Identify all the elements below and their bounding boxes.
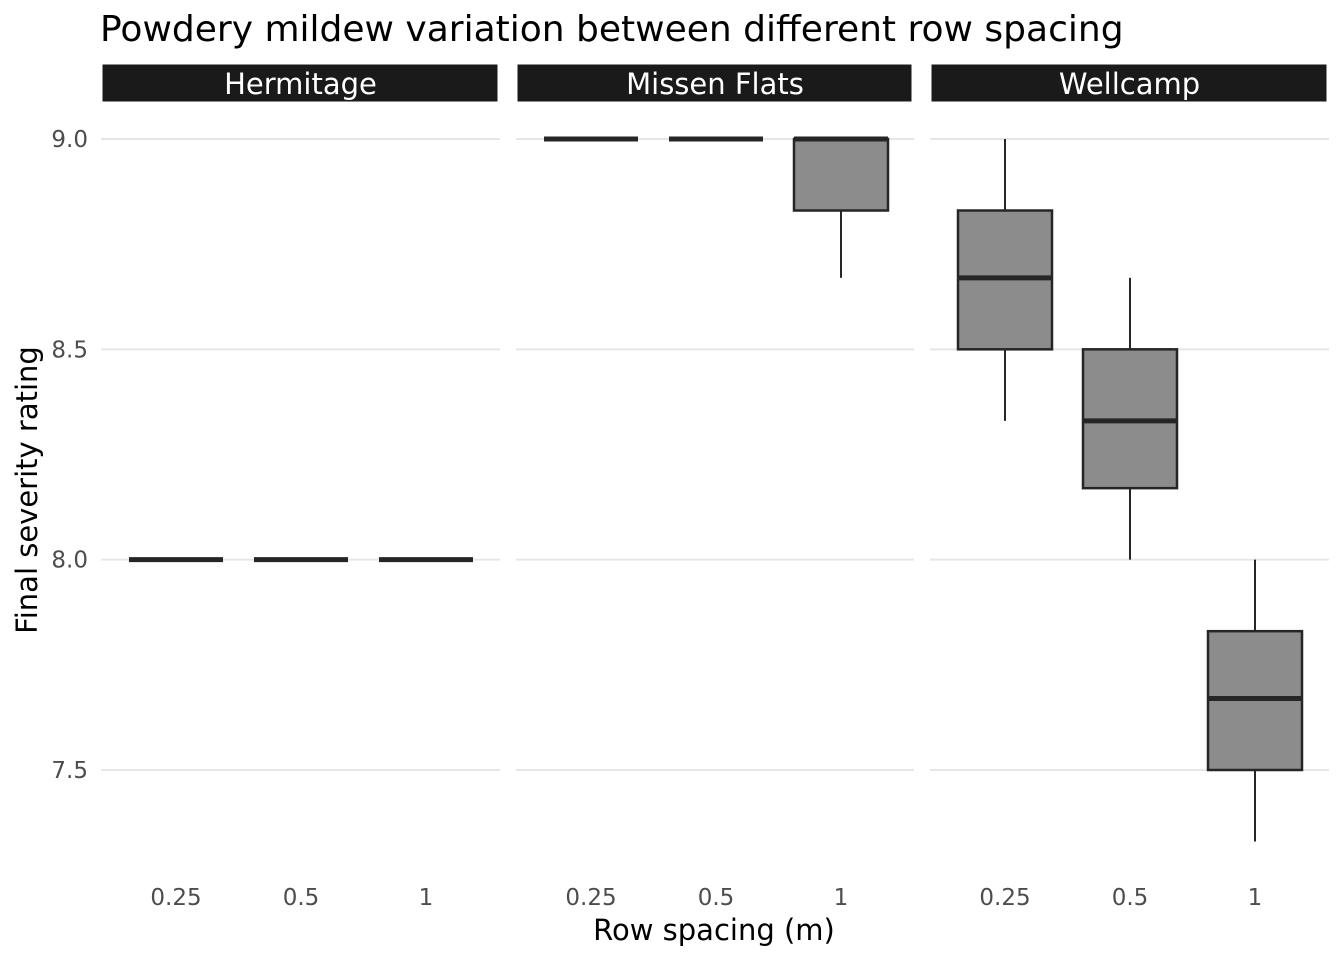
chart-title: Powdery mildew variation between differe…	[100, 9, 1124, 50]
y-tick-label: 7.5	[51, 758, 88, 784]
x-tick-label: 1	[834, 885, 849, 911]
facet-strip	[516, 63, 913, 103]
facet-strip	[930, 63, 1328, 103]
plot-area: Hermitage 0.25 0.5 1 Missen Flats 0.25 0.5 1 Wel…	[51, 63, 1329, 911]
x-tick-label: 0.25	[979, 885, 1030, 911]
y-axis-title: Final severity rating	[10, 346, 44, 634]
x-tick-label: 0.5	[698, 885, 735, 911]
facet-strip-label: Missen Flats	[626, 67, 804, 101]
x-tick-label: 0.25	[565, 885, 616, 911]
x-tick-label: 1	[419, 885, 434, 911]
x-axis-title: Row spacing (m)	[593, 913, 835, 947]
y-tick-label: 9.0	[51, 127, 88, 153]
x-tick-label: 1	[1248, 885, 1263, 911]
x-tick-label: 0.5	[1112, 885, 1149, 911]
x-tick-label: 0.5	[283, 885, 320, 911]
y-tick-label: 8.5	[51, 337, 88, 363]
x-tick-label: 0.25	[150, 885, 201, 911]
y-tick-label: 8.0	[51, 548, 88, 574]
facet-strip	[101, 63, 499, 103]
box	[792, 137, 890, 212]
facet-strip-label: Hermitage	[224, 67, 377, 101]
facet-strip-label: Wellcamp	[1059, 67, 1200, 101]
